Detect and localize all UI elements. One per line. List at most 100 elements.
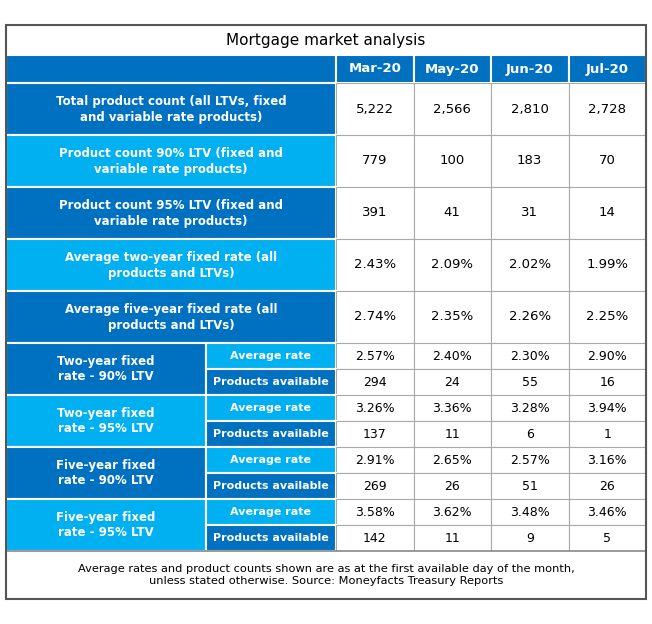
Text: 31: 31 <box>521 207 539 220</box>
Text: 2,810: 2,810 <box>511 102 549 115</box>
Bar <box>491 135 569 187</box>
Bar <box>569 55 646 83</box>
Bar <box>336 239 413 291</box>
Bar <box>491 187 569 239</box>
Text: Average two-year fixed rate (all
products and LTVs): Average two-year fixed rate (all product… <box>65 250 277 280</box>
Bar <box>336 421 413 447</box>
Bar <box>491 291 569 343</box>
Text: Five-year fixed
rate - 95% LTV: Five-year fixed rate - 95% LTV <box>56 510 156 540</box>
Bar <box>569 473 646 499</box>
Text: 3.62%: 3.62% <box>432 505 472 519</box>
Text: 2.91%: 2.91% <box>355 454 394 467</box>
Bar <box>413 473 491 499</box>
Text: Jun-20: Jun-20 <box>506 62 554 76</box>
Bar <box>6 187 336 239</box>
Bar <box>6 55 336 83</box>
Text: 11: 11 <box>445 427 460 441</box>
Bar <box>6 343 206 395</box>
Text: 2.25%: 2.25% <box>586 311 629 323</box>
Text: 2.35%: 2.35% <box>431 311 473 323</box>
Text: 3.48%: 3.48% <box>510 505 550 519</box>
Bar <box>413 421 491 447</box>
Text: 2.26%: 2.26% <box>509 311 551 323</box>
Bar <box>491 499 569 525</box>
Bar <box>413 239 491 291</box>
Bar <box>491 473 569 499</box>
Bar <box>6 239 336 291</box>
Text: 16: 16 <box>599 376 615 389</box>
Bar <box>6 291 336 343</box>
Text: 26: 26 <box>445 479 460 492</box>
Text: Product count 95% LTV (fixed and
variable rate products): Product count 95% LTV (fixed and variabl… <box>59 198 283 228</box>
Bar <box>336 499 413 525</box>
Text: 3.16%: 3.16% <box>587 454 627 467</box>
Bar <box>206 473 336 499</box>
Bar <box>413 343 491 369</box>
Text: 779: 779 <box>362 155 387 167</box>
Bar <box>569 369 646 395</box>
Text: Products available: Products available <box>213 533 329 543</box>
Text: 9: 9 <box>526 532 534 545</box>
Text: Two-year fixed
rate - 90% LTV: Two-year fixed rate - 90% LTV <box>57 354 155 384</box>
Bar <box>413 447 491 473</box>
Bar <box>336 55 413 83</box>
Bar <box>491 525 569 551</box>
Bar <box>569 395 646 421</box>
Bar <box>491 343 569 369</box>
Text: Average rate: Average rate <box>231 351 312 361</box>
Bar <box>569 135 646 187</box>
Text: 2.02%: 2.02% <box>509 258 551 271</box>
Text: Average rates and product counts shown are as at the first available day of the : Average rates and product counts shown a… <box>78 564 574 586</box>
Bar <box>413 187 491 239</box>
Bar <box>413 499 491 525</box>
Text: 2,566: 2,566 <box>434 102 471 115</box>
Bar <box>569 421 646 447</box>
Bar <box>491 369 569 395</box>
Text: 2.57%: 2.57% <box>355 349 394 363</box>
Bar <box>569 291 646 343</box>
Bar <box>6 83 336 135</box>
Text: 51: 51 <box>522 479 538 492</box>
Bar <box>569 83 646 135</box>
Text: 391: 391 <box>362 207 387 220</box>
Bar <box>569 447 646 473</box>
Bar <box>569 499 646 525</box>
Text: 26: 26 <box>599 479 615 492</box>
Bar <box>6 447 206 499</box>
Bar <box>336 395 413 421</box>
Text: 3.46%: 3.46% <box>587 505 627 519</box>
Text: Two-year fixed
rate - 95% LTV: Two-year fixed rate - 95% LTV <box>57 406 155 436</box>
Text: 2.40%: 2.40% <box>432 349 472 363</box>
Bar <box>206 395 336 421</box>
Bar <box>491 55 569 83</box>
Bar <box>206 447 336 473</box>
Bar <box>413 55 491 83</box>
Text: 137: 137 <box>363 427 387 441</box>
Text: 100: 100 <box>439 155 465 167</box>
Text: 6: 6 <box>526 427 534 441</box>
Text: 3.36%: 3.36% <box>432 401 472 414</box>
Text: 5: 5 <box>603 532 612 545</box>
Bar <box>336 525 413 551</box>
Text: 1: 1 <box>603 427 611 441</box>
Bar <box>336 187 413 239</box>
Bar <box>413 291 491 343</box>
Text: 269: 269 <box>363 479 387 492</box>
Text: 2.74%: 2.74% <box>353 311 396 323</box>
Bar <box>491 395 569 421</box>
Text: Average five-year fixed rate (all
products and LTVs): Average five-year fixed rate (all produc… <box>65 303 277 331</box>
Bar <box>413 525 491 551</box>
Text: 11: 11 <box>445 532 460 545</box>
Text: 2,728: 2,728 <box>588 102 627 115</box>
Bar <box>206 369 336 395</box>
Bar <box>491 83 569 135</box>
Text: 142: 142 <box>363 532 387 545</box>
Text: Total product count (all LTVs, fixed
and variable rate products): Total product count (all LTVs, fixed and… <box>55 94 286 124</box>
Text: 3.28%: 3.28% <box>510 401 550 414</box>
Bar <box>569 187 646 239</box>
Text: 2.43%: 2.43% <box>353 258 396 271</box>
Text: 41: 41 <box>444 207 461 220</box>
Bar <box>6 25 646 55</box>
Text: 2.57%: 2.57% <box>510 454 550 467</box>
Text: 70: 70 <box>599 155 615 167</box>
